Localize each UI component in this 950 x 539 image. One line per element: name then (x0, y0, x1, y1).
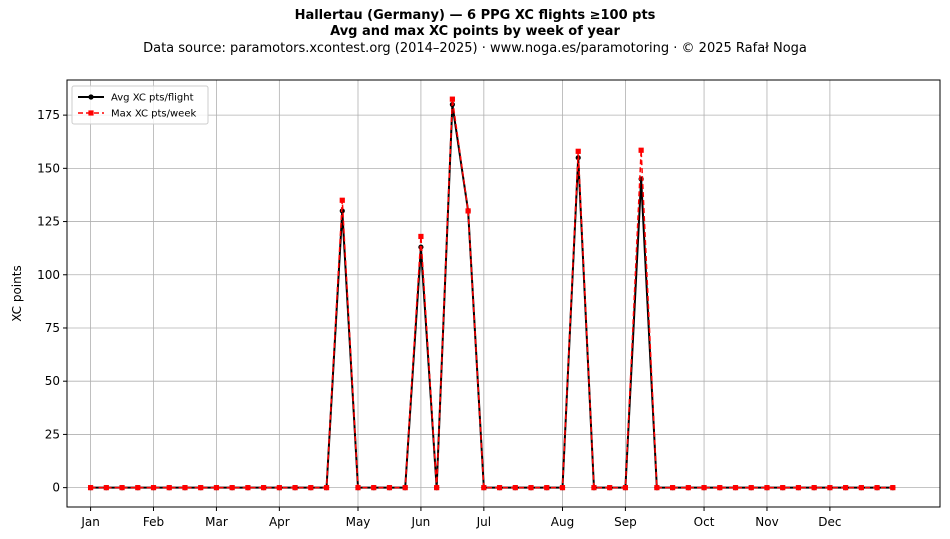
x-tick-label: Jun (411, 515, 431, 529)
x-tick-label: Feb (143, 515, 164, 529)
legend-label: Max XC pts/week (111, 109, 196, 120)
x-tick-label: Dec (818, 515, 841, 529)
series-layer (87, 96, 896, 491)
y-tick-label: 125 (37, 215, 60, 229)
data-point (150, 485, 157, 491)
data-point (276, 485, 282, 491)
x-tick-label: Apr (269, 515, 290, 529)
data-point (213, 485, 220, 491)
data-point (638, 147, 644, 153)
x-tick-label: Aug (551, 515, 574, 529)
data-point (308, 485, 314, 491)
x-tick-label: Jan (80, 515, 100, 529)
data-point (103, 485, 109, 491)
legend-item: Avg XC pts/flight (78, 93, 194, 104)
data-point (685, 485, 691, 491)
data-point (607, 485, 613, 491)
data-point (386, 485, 393, 491)
data-point (528, 485, 534, 491)
x-axis-ticks: Jan Feb Mar Apr May Jun Jul Aug Sep Oct Nov Dec (80, 507, 842, 529)
series-line (90, 98, 893, 489)
data-point (591, 485, 597, 491)
legend-items: Avg XC pts/flight Max XC pts/week (78, 93, 196, 120)
data-point (182, 485, 188, 491)
y-tick-label: 25 (45, 427, 60, 441)
data-point (261, 485, 267, 491)
legend-label: Avg XC pts/flight (111, 93, 194, 104)
data-point (512, 485, 518, 491)
data-point (323, 485, 330, 491)
x-tick-label: Nov (755, 515, 778, 529)
data-point (292, 485, 298, 491)
chart-source-line: Data source: paramotors.xcontest.org (20… (143, 41, 807, 56)
data-point (339, 197, 345, 203)
legend: Avg XC pts/flight Max XC pts/week (71, 85, 209, 125)
data-point (874, 485, 880, 491)
data-point (355, 485, 361, 491)
plot-frame (66, 79, 941, 508)
data-point (449, 96, 455, 102)
chart-title: Hallertau (Germany) — 6 PPG XC flights ≥… (294, 8, 656, 23)
data-point (764, 485, 770, 491)
chart-subtitle: Avg and max XC points by week of year (330, 24, 620, 39)
y-tick-label: 175 (37, 108, 60, 122)
data-point (434, 485, 440, 491)
grid (67, 80, 940, 507)
legend-box (71, 85, 209, 125)
data-point (402, 485, 408, 491)
data-point (811, 485, 817, 491)
y-tick-label: 75 (45, 321, 60, 335)
legend-marker (88, 94, 94, 100)
data-point (559, 485, 566, 491)
series-max (87, 96, 896, 491)
data-point (229, 485, 235, 491)
data-point (166, 485, 172, 491)
data-point (858, 485, 864, 491)
data-point (465, 208, 471, 214)
data-point (135, 485, 141, 491)
data-point (669, 485, 676, 491)
data-point (717, 485, 723, 491)
data-point (701, 485, 707, 491)
y-tick-label: 150 (37, 161, 60, 175)
x-tick-label: Oct (694, 515, 715, 529)
data-point (575, 148, 581, 154)
chart-titles: Hallertau (Germany) — 6 PPG XC flights ≥… (0, 8, 950, 58)
data-point (119, 485, 125, 491)
series-line (90, 103, 893, 489)
data-point (795, 485, 802, 491)
legend-marker (88, 110, 94, 116)
data-point (622, 485, 629, 491)
x-tick-label: Jul (476, 515, 491, 529)
data-point (481, 485, 487, 491)
data-point (418, 233, 424, 240)
data-point (245, 485, 251, 491)
data-point (780, 485, 786, 491)
series-avg (87, 101, 896, 491)
data-point (827, 485, 833, 491)
x-tick-label: Sep (614, 515, 637, 529)
data-point (654, 485, 660, 491)
legend-item: Max XC pts/week (78, 109, 196, 120)
y-axis-ticks: 0 25 50 75 100 125 150 175 (37, 108, 67, 495)
data-point (371, 485, 377, 491)
data-point (198, 485, 204, 491)
y-tick-label: 50 (45, 374, 60, 388)
y-tick-label: 0 (52, 481, 60, 495)
data-point (732, 485, 739, 491)
data-point (544, 485, 550, 491)
data-point (496, 485, 503, 491)
y-tick-label: 100 (37, 268, 60, 282)
data-point (890, 485, 896, 491)
data-point (748, 485, 754, 491)
x-tick-label: Mar (205, 515, 228, 529)
x-tick-label: May (346, 515, 371, 529)
data-point (843, 485, 849, 491)
y-axis-label: XC points (10, 265, 24, 321)
data-point (87, 485, 94, 491)
